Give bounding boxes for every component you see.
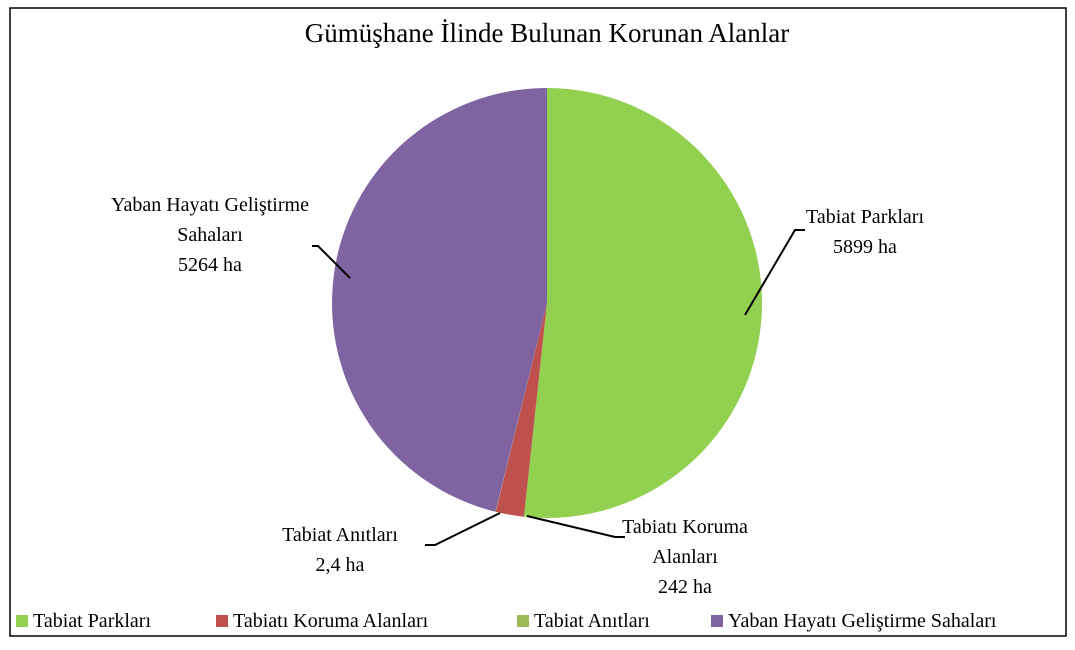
- pie-slice: [495, 303, 547, 517]
- legend-label: Yaban Hayatı Geliştirme Sahaları: [728, 610, 997, 632]
- legend-label: Tabiatı Koruma Alanları: [233, 610, 429, 632]
- legend-swatch: [216, 615, 228, 627]
- data-label: Yaban Hayatı Geliştirme Sahaları 5264 ha: [110, 190, 310, 280]
- data-label: Tabiat Parkları 5899 ha: [785, 202, 945, 262]
- leader-line: [744, 229, 805, 316]
- leader-line: [526, 515, 625, 538]
- legend-item: Tabiat Anıtları: [517, 608, 650, 634]
- legend-swatch: [711, 615, 723, 627]
- pie: [332, 88, 762, 518]
- leader-lines: [312, 229, 805, 546]
- label-category: Yaban Hayatı Geliştirme Sahaları: [111, 194, 309, 246]
- label-value: 5899 ha: [833, 236, 897, 258]
- data-label: Tabiatı Koruma Alanları 242 ha: [615, 512, 755, 602]
- label-category: Tabiat Anıtları: [282, 524, 398, 546]
- label-value: 5264 ha: [178, 254, 242, 276]
- legend-item: Yaban Hayatı Geliştirme Sahaları: [711, 608, 996, 634]
- legend-swatch: [16, 615, 28, 627]
- legend-label: Tabiat Anıtları: [534, 610, 650, 632]
- pie-slice: [523, 88, 762, 518]
- label-category: Tabiat Parkları: [806, 206, 924, 228]
- data-label: Tabiat Anıtları 2,4 ha: [260, 520, 420, 580]
- pie-slice: [495, 303, 547, 512]
- legend-item: Tabiat Parkları: [16, 608, 151, 634]
- pie-slice: [332, 88, 547, 512]
- chart-title: Gümüşhane İlinde Bulunan Korunan Alanlar: [305, 18, 789, 48]
- leader-line: [425, 512, 501, 546]
- leader-line: [312, 245, 351, 279]
- legend-swatch: [517, 615, 529, 627]
- label-value: 2,4 ha: [315, 554, 365, 576]
- legend-label: Tabiat Parkları: [33, 610, 151, 632]
- label-category: Tabiatı Koruma Alanları: [622, 516, 748, 568]
- label-value: 242 ha: [658, 576, 712, 598]
- legend-item: Tabiatı Koruma Alanları: [216, 608, 428, 634]
